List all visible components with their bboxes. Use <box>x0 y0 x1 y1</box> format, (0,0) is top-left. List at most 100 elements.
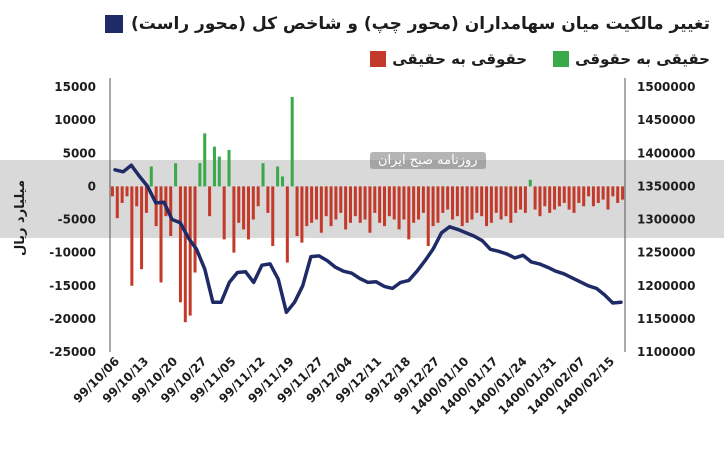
bar-negative <box>140 186 144 270</box>
right-tick-label: 1150000 <box>637 312 695 326</box>
bar-negative <box>208 186 212 217</box>
bar-negative <box>334 186 338 220</box>
bar-negative <box>417 186 421 220</box>
bar-negative <box>426 186 430 247</box>
bar-negative <box>402 186 406 220</box>
left-tick-label: -15000 <box>49 279 96 293</box>
watermark-label: روزنامه صبح ایران <box>370 152 486 169</box>
bar-negative <box>582 186 586 207</box>
bar-negative <box>489 186 493 223</box>
bar-negative <box>251 186 255 220</box>
bar-positive <box>198 163 202 187</box>
bar-negative <box>246 186 250 240</box>
bar-negative <box>557 186 561 207</box>
bar-negative <box>421 186 425 213</box>
bar-negative <box>266 186 270 213</box>
bar-negative <box>572 186 576 213</box>
bar-negative <box>295 186 299 237</box>
right-tick-label: 1500000 <box>637 80 695 94</box>
bar-negative <box>533 186 537 210</box>
bar-negative <box>504 186 508 217</box>
bar-negative <box>562 186 566 203</box>
bar-negative <box>300 186 304 243</box>
bar-negative <box>548 186 552 213</box>
bar-negative <box>314 186 318 220</box>
left-tick-label: 5000 <box>63 146 96 160</box>
bar-negative <box>499 186 503 220</box>
bar-negative <box>232 186 236 253</box>
bar-negative <box>460 186 464 227</box>
legend-line-swatch <box>105 15 124 33</box>
bar-negative <box>509 186 513 223</box>
bar-negative <box>193 186 197 273</box>
bar-positive <box>290 96 294 187</box>
bar-negative <box>285 186 289 263</box>
bar-negative <box>348 186 352 223</box>
right-tick-label: 1450000 <box>637 113 695 127</box>
bar-positive <box>212 146 216 187</box>
bar-negative <box>543 186 547 207</box>
y-axis-label: میلیارد ریال <box>13 180 28 256</box>
bar-negative <box>480 186 484 217</box>
bar-negative <box>494 186 498 213</box>
bar-negative <box>237 186 241 223</box>
bar-negative <box>397 186 401 230</box>
right-tick-label: 1200000 <box>637 279 695 293</box>
bar-negative <box>310 186 314 223</box>
bar-negative <box>412 186 416 223</box>
bar-negative <box>436 186 440 223</box>
index-line <box>113 163 623 315</box>
bar-negative <box>242 186 246 230</box>
bar-positive <box>203 133 207 187</box>
bar-negative <box>475 186 479 213</box>
bar-negative <box>305 186 309 227</box>
bar-negative <box>339 186 343 213</box>
bar-negative <box>169 186 173 237</box>
bar-negative <box>130 186 134 286</box>
left-tick-label: 15000 <box>54 80 96 94</box>
bar-negative <box>368 186 372 233</box>
bar-negative <box>353 186 357 217</box>
left-tick-label: -5000 <box>58 213 96 227</box>
bar-negative <box>183 186 187 323</box>
bar-negative <box>110 186 114 197</box>
bar-negative <box>378 186 382 223</box>
bar-negative <box>344 186 348 230</box>
bar-negative <box>621 186 625 200</box>
bar-negative <box>144 186 148 213</box>
right-tick-label: 1400000 <box>637 146 695 160</box>
legend-negative-swatch <box>370 51 387 67</box>
bar-negative <box>455 186 459 217</box>
bar-positive <box>280 176 284 187</box>
left-tick-label: -25000 <box>49 345 96 359</box>
bar-negative <box>591 186 595 207</box>
bar-negative <box>125 186 129 197</box>
bar-negative <box>387 186 391 217</box>
legend-line-label: تغییر مالکیت میان سهامداران (محور چپ) و … <box>131 14 710 34</box>
bar-negative <box>606 186 610 210</box>
bar-negative <box>324 186 328 217</box>
bar-negative <box>596 186 600 203</box>
left-tick-label: 0 <box>88 179 96 193</box>
bar-negative <box>222 186 226 240</box>
right-tick-label: 1250000 <box>637 246 695 260</box>
bar-negative <box>485 186 489 227</box>
bar-negative <box>616 186 620 203</box>
right-tick-label: 1100000 <box>637 345 695 359</box>
bar-positive <box>149 166 153 187</box>
bar-negative <box>319 186 323 233</box>
bar-negative <box>587 186 591 197</box>
bar-positive <box>276 166 280 187</box>
bar-negative <box>188 186 192 316</box>
bar-negative <box>329 186 333 227</box>
bar-negative <box>465 186 469 223</box>
bar-positive <box>261 163 265 187</box>
bar-negative <box>431 186 435 227</box>
legend-bar-series: حقیقی به حقوقی حقوقی به حقیقی <box>370 50 710 68</box>
bar-negative <box>553 186 557 210</box>
bar-negative <box>383 186 387 227</box>
bar-positive <box>174 163 178 187</box>
bar-positive <box>227 149 231 187</box>
legend-positive-label: حقیقی به حقوقی <box>575 50 710 68</box>
bar-negative <box>154 186 158 227</box>
